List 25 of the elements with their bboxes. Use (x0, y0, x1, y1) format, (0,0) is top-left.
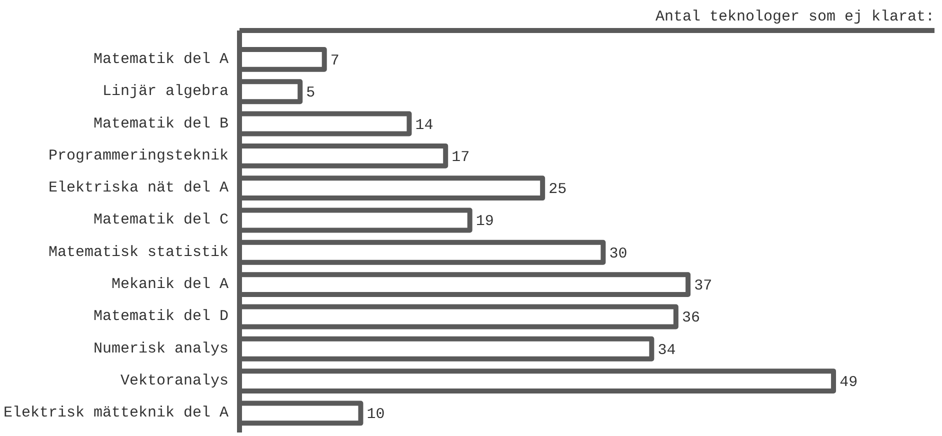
data-label: 14 (415, 116, 434, 134)
data-label: 37 (694, 278, 712, 295)
y-tick-label: Linjär algebra (102, 83, 229, 100)
y-tick-label: Elektrisk mätteknik del A (3, 404, 229, 422)
y-tick-label: Matematik del B (93, 115, 229, 132)
data-label: 25 (548, 181, 567, 198)
y-tick-label: Vektoranalys (120, 372, 229, 390)
y-tick-label: Matematisk statistik (48, 244, 228, 261)
data-label: 5 (306, 84, 316, 102)
data-label: 30 (609, 245, 628, 262)
data-label: 7 (330, 52, 340, 70)
data-label: 19 (476, 213, 494, 230)
y-tick-label: Matematik del D (93, 308, 229, 326)
y-tick-label: Matematik del A (93, 50, 229, 68)
y-tick-label: Matematik del C (93, 212, 229, 229)
y-tick-label: Programmeringsteknik (48, 147, 228, 164)
data-label: 49 (840, 374, 858, 392)
data-label: 10 (366, 406, 385, 424)
chart-title: Antal teknologer som ej klarat: (655, 8, 934, 26)
data-label: 17 (452, 148, 470, 166)
y-tick-label: Numerisk analys (93, 340, 229, 358)
y-tick-label: Elektriska nät del A (48, 180, 228, 197)
y-tick-label: Mekanik del A (111, 276, 229, 294)
data-label: 36 (682, 310, 700, 327)
data-label: 34 (658, 342, 676, 359)
